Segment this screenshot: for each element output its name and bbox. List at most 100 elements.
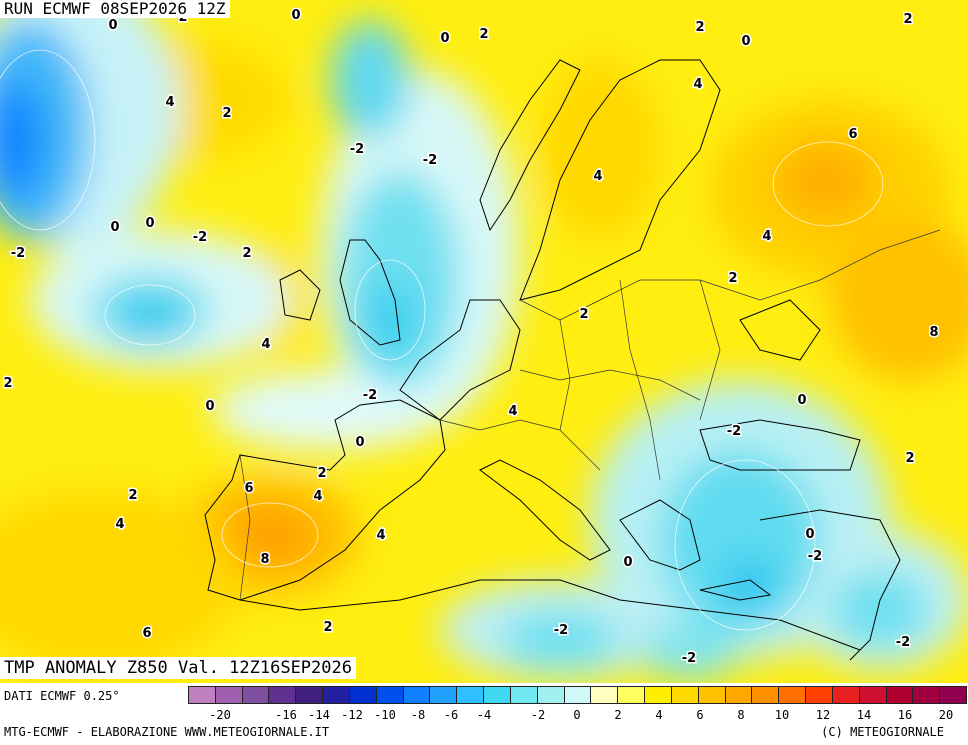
contour-label: -2 xyxy=(896,635,910,650)
legend-tick-label: -16 xyxy=(275,708,297,722)
legend-swatch xyxy=(751,686,780,704)
legend-swatch xyxy=(375,686,404,704)
contour-label: 2 xyxy=(317,466,326,481)
contour-label: -2 xyxy=(363,388,377,403)
contour-label: 6 xyxy=(142,626,151,641)
footer-credits: MTG-ECMWF - ELABORAZIONE WWW.METEOGIORNA… xyxy=(4,725,330,739)
contour-label: 4 xyxy=(165,95,174,110)
contour-label: 2 xyxy=(323,620,332,635)
legend-swatch xyxy=(831,686,860,704)
contour-label: 2 xyxy=(128,488,137,503)
contour-label: 8 xyxy=(260,552,269,567)
legend-swatch xyxy=(885,686,914,704)
contour-label: 2 xyxy=(905,451,914,466)
contour-label: 2 xyxy=(695,20,704,35)
map-title: TMP ANOMALY Z850 Val. 12Z16SEP2026 xyxy=(0,657,356,679)
contour-label: 0 xyxy=(108,18,117,33)
country-borders xyxy=(239,229,941,601)
coastlines xyxy=(204,59,901,661)
legend-swatch xyxy=(563,686,592,704)
legend-swatch xyxy=(536,686,565,704)
contour-label: 6 xyxy=(244,481,253,496)
contour-label: 4 xyxy=(508,404,517,419)
contour-label: 4 xyxy=(762,229,771,244)
contour-label: 4 xyxy=(261,337,270,352)
contour-label: -2 xyxy=(727,424,741,439)
legend-tick-label: -8 xyxy=(410,708,426,722)
legend-swatch xyxy=(188,686,216,704)
run-label: RUN ECMWF 08SEP2026 12Z xyxy=(0,0,230,18)
legend-swatch xyxy=(214,686,243,704)
contour-label: 0 xyxy=(355,435,364,450)
legend-tick-label: -20 xyxy=(209,708,231,722)
contour-label: 4 xyxy=(376,528,385,543)
legend-swatch xyxy=(268,686,297,704)
legend-tick-label: -10 xyxy=(374,708,396,722)
legend-swatch xyxy=(939,686,968,704)
footer-copyright: (C) METEOGIORNALE xyxy=(821,725,944,739)
contour-lines xyxy=(0,49,884,631)
contour-label: 0 xyxy=(110,220,119,235)
contour-label: -2 xyxy=(11,246,25,261)
legend-tick-label: 12 xyxy=(815,708,831,722)
legend-swatch xyxy=(295,686,324,704)
contour-label: 2 xyxy=(579,307,588,322)
legend-swatch xyxy=(241,686,270,704)
contour-label: -2 xyxy=(350,142,364,157)
legend-tick-label: 14 xyxy=(856,708,872,722)
contour-label: 2 xyxy=(222,106,231,121)
contour-value-labels: 02002202424-2-24600-2-224242820-2400-222… xyxy=(2,7,940,668)
contour-label: 4 xyxy=(115,517,124,532)
legend-tick-label: 4 xyxy=(655,708,663,722)
contour-label: 0 xyxy=(623,555,632,570)
legend-swatch xyxy=(912,686,941,704)
legend-swatch xyxy=(402,686,431,704)
legend-swatch xyxy=(509,686,538,704)
legend-swatch xyxy=(778,686,807,704)
legend-tick-label: -6 xyxy=(443,708,459,722)
legend-tick-label: -4 xyxy=(476,708,492,722)
contour-label: -2 xyxy=(193,230,207,245)
legend-tick-label: -2 xyxy=(530,708,546,722)
contour-label: 4 xyxy=(593,169,602,184)
contour-label: 0 xyxy=(205,399,214,414)
contour-label: -2 xyxy=(423,153,437,168)
contour-label: 2 xyxy=(3,376,12,391)
contour-label: 6 xyxy=(848,127,857,142)
legend-swatch xyxy=(483,686,511,704)
contour-label: 2 xyxy=(728,271,737,286)
legend-ticks: -20 -16 -14 -12 -10 -8 -6 -4 -2 0 2 4 6 8 10 12 14 16 20 xyxy=(188,708,966,724)
anomaly-map: 02002202424-2-24600-2-224242820-2400-222… xyxy=(0,0,968,683)
contour-label: 2 xyxy=(903,12,912,27)
color-legend xyxy=(188,686,968,706)
legend-tick-label: 6 xyxy=(696,708,704,722)
contour-label: 4 xyxy=(693,77,702,92)
legend-tick-label: 10 xyxy=(774,708,790,722)
contour-label: 2 xyxy=(479,27,488,42)
legend-tick-label: -12 xyxy=(341,708,363,722)
anomaly-field xyxy=(0,0,968,680)
legend-swatch xyxy=(697,686,726,704)
legend-tick-label: 16 xyxy=(897,708,913,722)
contour-label: 0 xyxy=(797,393,806,408)
contour-label: 2 xyxy=(242,246,251,261)
legend-tick-label: 2 xyxy=(614,708,622,722)
legend-tick-label: -14 xyxy=(308,708,330,722)
legend-swatch xyxy=(805,686,833,704)
legend-tick-label: 0 xyxy=(573,708,581,722)
legend-swatch xyxy=(617,686,646,704)
contour-label: -2 xyxy=(682,651,696,666)
legend-tick-label: 20 xyxy=(938,708,954,722)
contour-label: 0 xyxy=(440,31,449,46)
legend-swatch xyxy=(348,686,377,704)
contour-label: 0 xyxy=(741,34,750,49)
contour-label: 0 xyxy=(291,8,300,23)
legend-swatch xyxy=(322,686,350,704)
legend-swatch xyxy=(724,686,753,704)
contour-label: -2 xyxy=(554,623,568,638)
contour-label: 4 xyxy=(313,489,322,504)
legend-swatch xyxy=(456,686,485,704)
legend-swatch xyxy=(590,686,619,704)
legend-swatch xyxy=(429,686,458,704)
contour-label: 0 xyxy=(145,216,154,231)
